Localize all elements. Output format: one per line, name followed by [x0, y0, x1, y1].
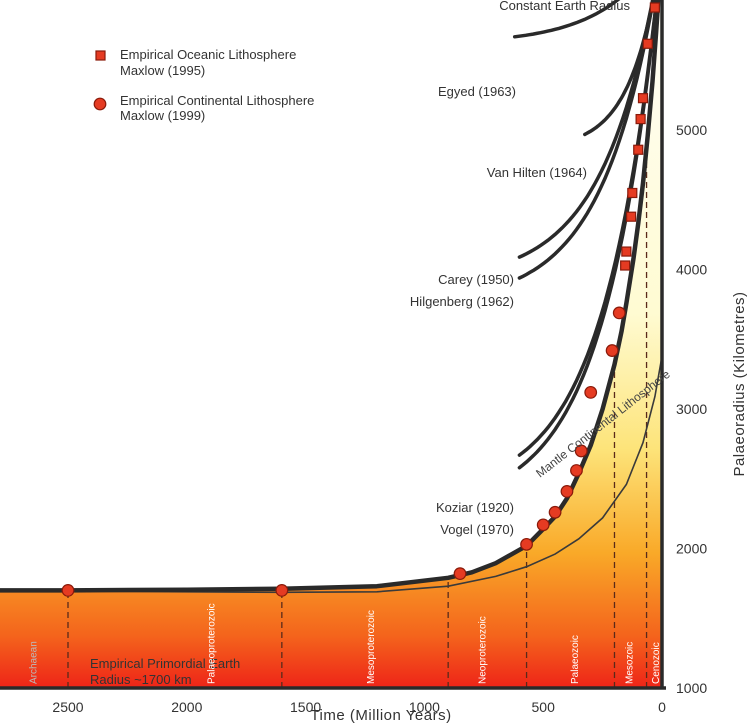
continental-point: [570, 464, 583, 477]
model-curve-2: [517, 0, 655, 259]
continental-point: [536, 518, 550, 532]
continental-point: [520, 537, 533, 551]
oceanic-point: [620, 260, 631, 271]
legend-oceanic-label: Empirical Oceanic Lithosphere: [120, 47, 296, 62]
legend-oceanic-marker: [95, 50, 106, 61]
x-tick-label: 0: [658, 699, 666, 715]
legend-continental-ref: Maxlow (1999): [120, 108, 205, 123]
y-tick-label: 4000: [676, 262, 707, 278]
y-tick-label: 2000: [676, 541, 707, 557]
oceanic-point: [621, 246, 632, 257]
inner-curve: [0, 355, 663, 594]
x-tick-label: 1500: [290, 699, 321, 715]
model-label: Koziar (1920): [436, 500, 514, 515]
model-label: Egyed (1963): [438, 84, 516, 99]
primordial-label-radius: Radius ~1700 km: [90, 672, 192, 687]
chart-title: Constant Earth Radius: [499, 0, 630, 13]
x-tick-label: 2500: [52, 699, 83, 715]
model-curve-0: [512, 0, 621, 39]
era-label: Cenozoic: [651, 642, 662, 684]
lithosphere-area: [0, 0, 662, 688]
model-label: Van Hilten (1964): [487, 165, 587, 180]
legend-continental-marker: [93, 97, 107, 111]
era-label: Mesoproterozoic: [366, 610, 377, 684]
continental-point: [61, 583, 75, 597]
x-tick-label: 2000: [171, 699, 202, 715]
continental-point: [453, 567, 467, 581]
y-tick-label: 1000: [676, 680, 707, 696]
oceanic-point: [637, 93, 649, 104]
continental-point: [612, 306, 626, 320]
era-boundaries: [67, 147, 648, 688]
continental-point: [584, 385, 598, 399]
oceanic-point: [642, 38, 653, 49]
oceanic-point: [649, 2, 660, 13]
oceanic-point: [626, 211, 637, 222]
continental-point: [548, 505, 562, 519]
y-tick-label: 5000: [676, 122, 707, 138]
era-label: Mesozoic: [625, 642, 636, 684]
oceanic-point: [633, 144, 644, 155]
era-label: Palaeozoic: [570, 635, 581, 684]
continental-point: [574, 444, 588, 458]
primordial-label: Empirical Primordial Earth: [90, 656, 240, 671]
model-curve-3: [517, 0, 656, 280]
lithosphere-fill: [0, 0, 662, 688]
y-tick-label: 3000: [676, 401, 707, 417]
model-label: Hilgenberg (1962): [410, 294, 514, 309]
growth-curves: [0, 0, 663, 594]
y-axis-title: Palaeoradius (Kilometres): [731, 291, 748, 476]
legend-continental-label: Empirical Continental Lithosphere: [120, 93, 314, 108]
model-label: Carey (1950): [438, 272, 514, 287]
model-label: Vogel (1970): [440, 522, 514, 537]
x-axis-title: Time (Million Years): [310, 707, 451, 724]
x-tick-label: 1000: [409, 699, 440, 715]
main-growth-curve: [0, 0, 661, 593]
x-tick-label: 500: [532, 699, 556, 715]
era-label: Neoproterozoic: [477, 616, 488, 684]
continental-point: [560, 484, 574, 498]
era-label: Archaean: [28, 641, 39, 684]
oceanic-point: [635, 113, 646, 125]
continental-point: [275, 583, 289, 597]
continental-point: [605, 344, 619, 357]
data-points: [61, 2, 660, 597]
legend-oceanic-ref: Maxlow (1995): [120, 63, 205, 78]
oceanic-point: [627, 187, 638, 199]
era-label: Palaeoproterozoic: [207, 603, 218, 684]
